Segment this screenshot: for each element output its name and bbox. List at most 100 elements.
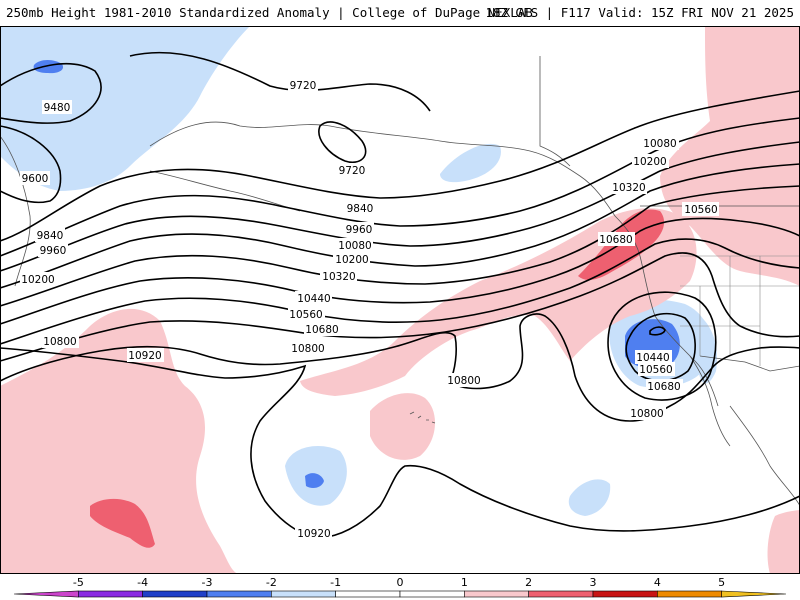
svg-text:9960: 9960 — [346, 224, 373, 236]
label-10440-b: 10440 — [635, 350, 672, 364]
colorbar-tick-label: 1 — [461, 576, 468, 589]
colorbar-swatch — [142, 590, 208, 598]
anomaly-area-canada — [660, 26, 800, 286]
svg-text:9720: 9720 — [290, 80, 317, 92]
contour-9840 — [0, 90, 800, 242]
anomaly-core-bering — [33, 60, 64, 74]
colorbar-swatch — [271, 590, 336, 598]
svg-text:10800: 10800 — [630, 408, 663, 420]
coastline-alaska — [149, 121, 641, 257]
contour-10440-low — [649, 326, 666, 336]
svg-text:9480: 9480 — [44, 102, 71, 114]
coastline-aleutians — [149, 170, 301, 212]
svg-text:10920: 10920 — [128, 350, 161, 362]
colorbar-tick-label: -5 — [73, 576, 84, 589]
svg-text:10680: 10680 — [599, 234, 632, 246]
header-bar: 250mb Height 1981-2010 Standardized Anom… — [0, 0, 800, 26]
coastline-west-coast — [639, 255, 719, 407]
label-9480: 9480 — [42, 100, 72, 114]
contour-10200 — [0, 163, 800, 289]
label-9720-a: 9720 — [288, 78, 318, 92]
svg-text:10680: 10680 — [305, 324, 338, 336]
label-10320-a: 10320 — [320, 269, 357, 283]
coastline-kamchatka — [0, 135, 31, 287]
label-9960-a: 9960 — [38, 243, 68, 257]
colorbar-swatch — [78, 590, 143, 598]
colorbar-tick-label: 2 — [525, 576, 532, 589]
alaska-canada-border — [539, 56, 571, 167]
colorbar-ticks: -5 -4 -3 -2 -1 0 1 2 3 4 5 — [73, 576, 725, 589]
svg-text:9960: 9960 — [40, 245, 67, 257]
svg-text:10440: 10440 — [636, 352, 669, 364]
svg-text:10560: 10560 — [684, 204, 717, 216]
label-10080-b: 10080 — [642, 136, 679, 150]
anomaly-core-subtropical — [305, 473, 324, 489]
anomaly-area-east-pacific — [568, 479, 611, 516]
colorbar-swatch — [206, 590, 272, 598]
label-10560-c: 10560 — [682, 202, 719, 216]
coastline-mexico — [729, 405, 800, 507]
anomaly-area-southwest-pacific — [0, 308, 240, 574]
label-10200-c: 10200 — [632, 154, 669, 168]
contour-10440 — [0, 217, 800, 325]
svg-text:10560: 10560 — [639, 364, 672, 376]
svg-text:10800: 10800 — [43, 336, 76, 348]
contour-9600 — [0, 125, 62, 204]
hawaii-islands — [409, 411, 436, 424]
label-9960-b: 9960 — [344, 222, 374, 236]
colorbar-tick-label: 4 — [654, 576, 661, 589]
colorbar-swatch — [464, 590, 529, 598]
colorbar-swatch — [13, 590, 79, 598]
label-10200-a: 10200 — [20, 272, 57, 286]
state-boundaries — [680, 255, 800, 366]
svg-text:9600: 9600 — [22, 173, 49, 185]
svg-text:10320: 10320 — [322, 271, 355, 283]
model-run-info: 18Z GFS | F117 Valid: 15Z FRI NOV 21 202… — [485, 5, 794, 20]
map-title: 250mb Height 1981-2010 Standardized Anom… — [6, 5, 533, 20]
label-9720-b: 9720 — [337, 163, 367, 177]
label-10320-b: 10320 — [610, 180, 647, 194]
label-10200-b: 10200 — [333, 252, 370, 266]
label-10800-c: 10800 — [446, 373, 483, 387]
svg-text:10920: 10920 — [297, 528, 330, 540]
colorbar-tick-label: -4 — [137, 576, 148, 589]
svg-text:10080: 10080 — [643, 138, 676, 150]
label-10800-b: 10800 — [290, 341, 327, 355]
colorbar-swatches — [13, 590, 787, 598]
contour-10680-low — [607, 291, 717, 401]
anomaly-area-hawaii — [370, 393, 436, 460]
label-9840-a: 9840 — [35, 228, 65, 242]
svg-text:10560: 10560 — [289, 309, 322, 321]
svg-text:10200: 10200 — [21, 274, 54, 286]
coastline-baja — [689, 355, 731, 447]
contour-9960 — [0, 117, 800, 257]
colorbar-swatch — [528, 590, 594, 598]
colorbar-tick-label: 0 — [397, 576, 404, 589]
contour-10800 — [0, 313, 800, 422]
svg-text:10200: 10200 — [633, 156, 666, 168]
svg-text:10200: 10200 — [335, 254, 368, 266]
anomaly-core-southwest-pacific — [90, 498, 155, 548]
contour-9480 — [0, 63, 102, 124]
label-9840-b: 9840 — [345, 201, 375, 215]
label-10920-a: 10920 — [127, 348, 164, 362]
colorbar-tick-label: 5 — [718, 576, 725, 589]
label-9600: 9600 — [20, 171, 50, 185]
svg-text:10800: 10800 — [291, 343, 324, 355]
label-10680-a: 10680 — [304, 322, 341, 336]
colorbar-tick-label: -1 — [330, 576, 341, 589]
colorbar-swatch — [657, 590, 722, 598]
svg-text:9840: 9840 — [347, 203, 374, 215]
svg-text:9840: 9840 — [37, 230, 64, 242]
coastlines — [0, 56, 800, 507]
label-10680-c: 10680 — [598, 232, 635, 246]
label-10560-a: 10560 — [288, 307, 325, 321]
svg-text:10080: 10080 — [338, 240, 371, 252]
contour-10680 — [0, 252, 800, 362]
svg-text:10320: 10320 — [612, 182, 645, 194]
label-10920-b: 10920 — [295, 526, 332, 540]
colorbar-swatch — [399, 590, 465, 598]
label-10440-a: 10440 — [295, 291, 332, 305]
label-10080-a: 10080 — [336, 238, 373, 252]
label-10800-d: 10800 — [629, 406, 666, 420]
